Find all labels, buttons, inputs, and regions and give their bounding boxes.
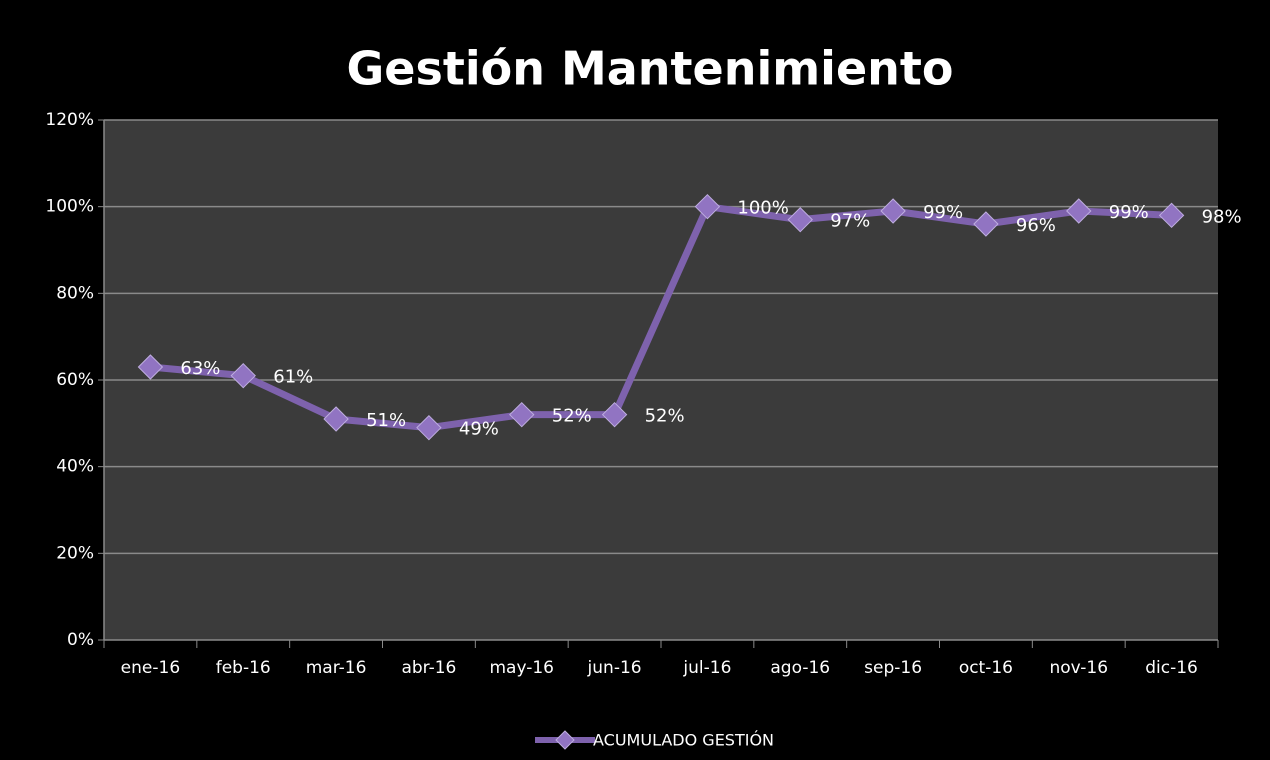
x-tick-label: jul-16 bbox=[682, 658, 731, 678]
marker bbox=[973, 211, 999, 237]
legend-label: ACUMULADO GESTIÓN bbox=[593, 731, 774, 750]
marker bbox=[601, 401, 628, 428]
marker bbox=[1158, 202, 1185, 229]
marker bbox=[137, 354, 164, 380]
data-label: 100% bbox=[737, 198, 788, 219]
y-tick-label: 80% bbox=[56, 283, 94, 303]
data-label: 96% bbox=[1016, 215, 1056, 236]
x-tick-label: abr-16 bbox=[401, 658, 456, 678]
data-label: 98% bbox=[1202, 206, 1242, 227]
data-label: 51% bbox=[366, 410, 406, 431]
x-tick-label: feb-16 bbox=[216, 658, 271, 678]
x-tick-label: sep-16 bbox=[864, 658, 922, 678]
x-tick-label: mar-16 bbox=[306, 658, 367, 678]
y-tick-label: 120% bbox=[45, 110, 94, 130]
marker bbox=[1066, 198, 1092, 224]
data-label: 97% bbox=[830, 211, 870, 232]
x-tick-label: ago-16 bbox=[770, 658, 830, 678]
marker bbox=[694, 193, 721, 220]
marker bbox=[416, 414, 442, 441]
x-tick-label: ene-16 bbox=[121, 658, 180, 678]
y-tick-label: 0% bbox=[67, 630, 94, 650]
marker bbox=[323, 406, 349, 432]
data-label: 52% bbox=[645, 406, 685, 427]
x-tick-label: dic-16 bbox=[1145, 658, 1198, 678]
y-tick-label: 60% bbox=[56, 370, 94, 390]
x-tick-label: jun-16 bbox=[587, 658, 642, 678]
data-label: 99% bbox=[923, 202, 963, 223]
marker bbox=[509, 401, 535, 428]
y-tick-label: 20% bbox=[56, 543, 94, 563]
x-tick-label: may-16 bbox=[489, 658, 554, 678]
legend-marker bbox=[555, 730, 575, 750]
series-line bbox=[150, 203, 1172, 432]
data-label: 52% bbox=[552, 406, 592, 427]
marker bbox=[880, 198, 906, 224]
marker bbox=[230, 362, 256, 389]
x-tick-label: oct-16 bbox=[959, 658, 1013, 678]
marker bbox=[787, 206, 813, 233]
x-tick-label: nov-16 bbox=[1049, 658, 1108, 678]
data-label: 63% bbox=[180, 358, 220, 379]
y-tick-label: 100% bbox=[45, 197, 94, 217]
y-tick-label: 40% bbox=[56, 457, 94, 477]
data-label: 49% bbox=[459, 419, 499, 440]
data-label: 61% bbox=[273, 367, 313, 388]
data-label: 99% bbox=[1109, 202, 1149, 223]
chart-title: Gestión Mantenimiento bbox=[347, 42, 954, 96]
